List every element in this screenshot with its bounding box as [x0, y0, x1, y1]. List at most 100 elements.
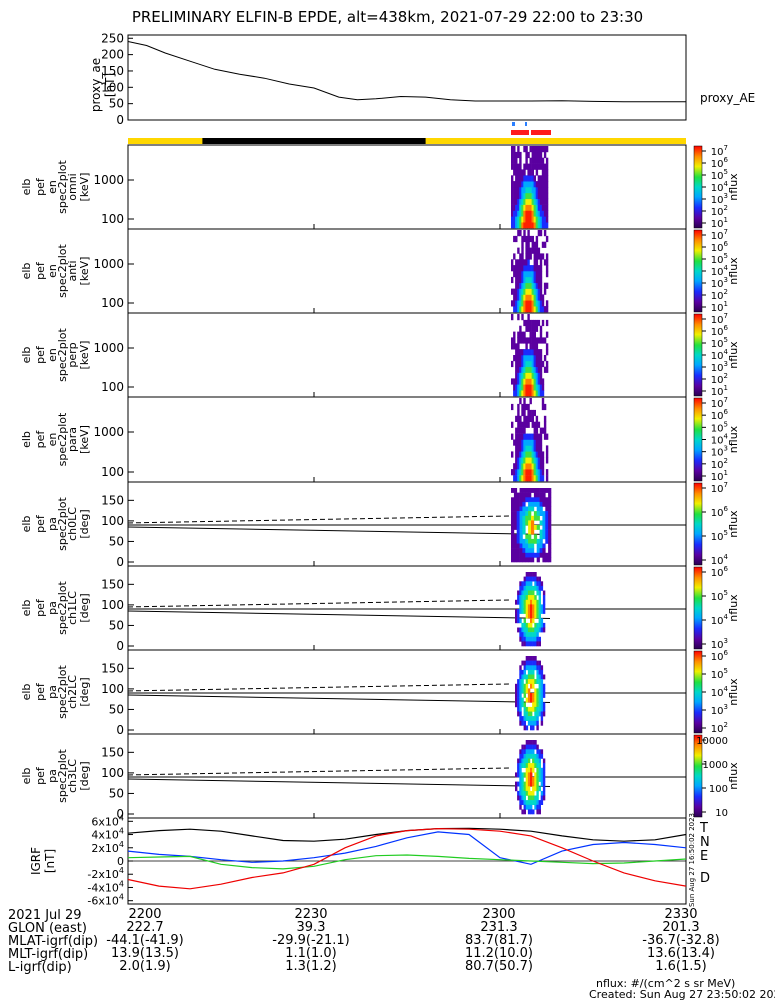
spec_anti-cell — [527, 289, 529, 295]
pa_ch1-cell — [534, 586, 536, 591]
pa_ch0-cell — [545, 539, 548, 544]
pa_ch0-cell — [522, 557, 525, 562]
pa_ch1-cell — [517, 591, 519, 596]
pa_ch3-cell — [519, 763, 521, 768]
spec_para-cell — [523, 422, 525, 428]
pa_ch2-cell — [526, 707, 528, 712]
pa_ch1-cb-title: nflux — [727, 594, 740, 622]
pa_ch2-cell — [532, 656, 534, 661]
spec_omni-cell — [538, 193, 540, 199]
spec_para-cell — [511, 404, 513, 410]
pa_ch3-cell — [539, 800, 541, 805]
spec_perp-cell — [523, 320, 525, 326]
spec_para-cell — [527, 463, 529, 469]
spec_perp-cell — [534, 326, 536, 332]
spec_anti-cell — [546, 283, 548, 289]
spec_omni-cell — [523, 216, 525, 222]
spec_para-cell — [542, 469, 544, 475]
spec_anti-cell — [515, 306, 517, 312]
spec_omni-cell — [538, 222, 540, 228]
spec_perp-cell — [517, 343, 519, 349]
spec_omni-cell — [515, 199, 517, 205]
spec_perp-cell — [527, 361, 529, 367]
pa_ch2-cell — [534, 693, 536, 698]
pa_ch2-cell — [528, 698, 530, 703]
spec_para-cell — [527, 404, 529, 410]
pa_ch1-cell — [521, 628, 523, 633]
pa_ch1-cell — [543, 591, 545, 596]
pa_ch2-cell — [517, 712, 519, 717]
pa_ch3-cell — [526, 800, 528, 805]
pa_ch1-cell — [530, 632, 532, 637]
pa_ch2-cell — [532, 725, 534, 730]
pa_ch0-cell — [531, 557, 534, 562]
pa_ch2-cell — [526, 675, 528, 680]
pa_ch2-cell — [539, 665, 541, 670]
spec_omni-cell — [542, 158, 544, 164]
pa_ch2-cell — [521, 684, 523, 689]
spec_anti-cell — [511, 300, 513, 306]
pa_ch0-cell — [517, 511, 520, 516]
proxy-ae-ytick-label: 0 — [116, 113, 124, 127]
spec_para-cell — [515, 475, 517, 481]
spec_omni-cell — [519, 175, 521, 181]
igrf-legend-D: D — [700, 871, 710, 886]
pa_ch0-cell — [517, 548, 520, 553]
pa_ch2-cell — [539, 684, 541, 689]
pa_ch2-cell — [536, 693, 538, 698]
pa_ch2-cell — [526, 725, 528, 730]
pa_ch1-cell — [528, 577, 530, 582]
spec_perp-spectrogram — [511, 314, 548, 396]
spec_anti-cell — [538, 300, 540, 306]
pa_ch3-cell — [532, 754, 534, 759]
pa_ch2-cell — [539, 698, 541, 703]
pa_ch0-cell — [545, 534, 548, 539]
spec_para-cell — [542, 404, 544, 410]
spec_anti-cell — [530, 271, 532, 277]
spec_anti-cell — [540, 271, 542, 277]
pa_ch1-cell — [532, 641, 534, 646]
pa_ch1-ytick-label: 50 — [109, 618, 124, 632]
spec_anti-cell — [523, 271, 525, 277]
pa_ch1-cell — [524, 595, 526, 600]
spec_para-spectrogram — [511, 398, 548, 481]
spec_omni-cell — [542, 146, 544, 152]
spec_anti-cell — [521, 253, 523, 259]
igrf-legend-E: E — [700, 849, 708, 864]
pa_ch2-cell — [517, 684, 519, 689]
pa_ch2-cell — [530, 684, 532, 689]
pa_ch3-ytick-label: 50 — [109, 786, 124, 800]
science-marker-blue-2 — [525, 122, 527, 126]
pa_ch3-cell — [526, 749, 528, 754]
pa_ch3-cell — [517, 782, 519, 787]
pa_ch0-cell — [534, 553, 537, 558]
pa_ch1-cell — [534, 628, 536, 633]
spec_perp-cell — [515, 355, 517, 361]
pa_ch0-cell — [542, 493, 545, 498]
pa_ch2-cell — [528, 693, 530, 698]
spec_omni-cell — [511, 175, 513, 181]
pa_ch1-cell — [519, 618, 521, 623]
spec_anti-ylabel-0: elb — [20, 263, 33, 280]
pa_ch3-cell — [528, 740, 530, 745]
pa_ch0-cell — [517, 557, 520, 562]
spec_para-cell — [530, 445, 532, 451]
pa_ch3-cell — [536, 759, 538, 764]
spec_omni-cell — [527, 181, 529, 187]
pa_ch1-cell — [526, 637, 528, 642]
pa_ch2-cell — [543, 675, 545, 680]
spec_para-ytick-label: 100 — [101, 465, 124, 479]
spec_anti-cell — [546, 236, 548, 242]
spec_omni-cell — [538, 146, 540, 152]
pa_ch0-cell — [514, 493, 517, 498]
pa_ch0-cb-title: nflux — [727, 510, 740, 538]
spec_anti-cell — [540, 277, 542, 283]
pa_ch1-cell — [524, 586, 526, 591]
pa_ch0-cell — [537, 544, 540, 549]
pa_ch0-spectrogram — [511, 488, 551, 562]
spec_omni-cell — [542, 175, 544, 181]
pa_ch0-cell — [540, 539, 543, 544]
spec_anti-cell — [527, 277, 529, 283]
spec_omni-cell — [546, 193, 548, 199]
pa_ch1-cell — [526, 581, 528, 586]
